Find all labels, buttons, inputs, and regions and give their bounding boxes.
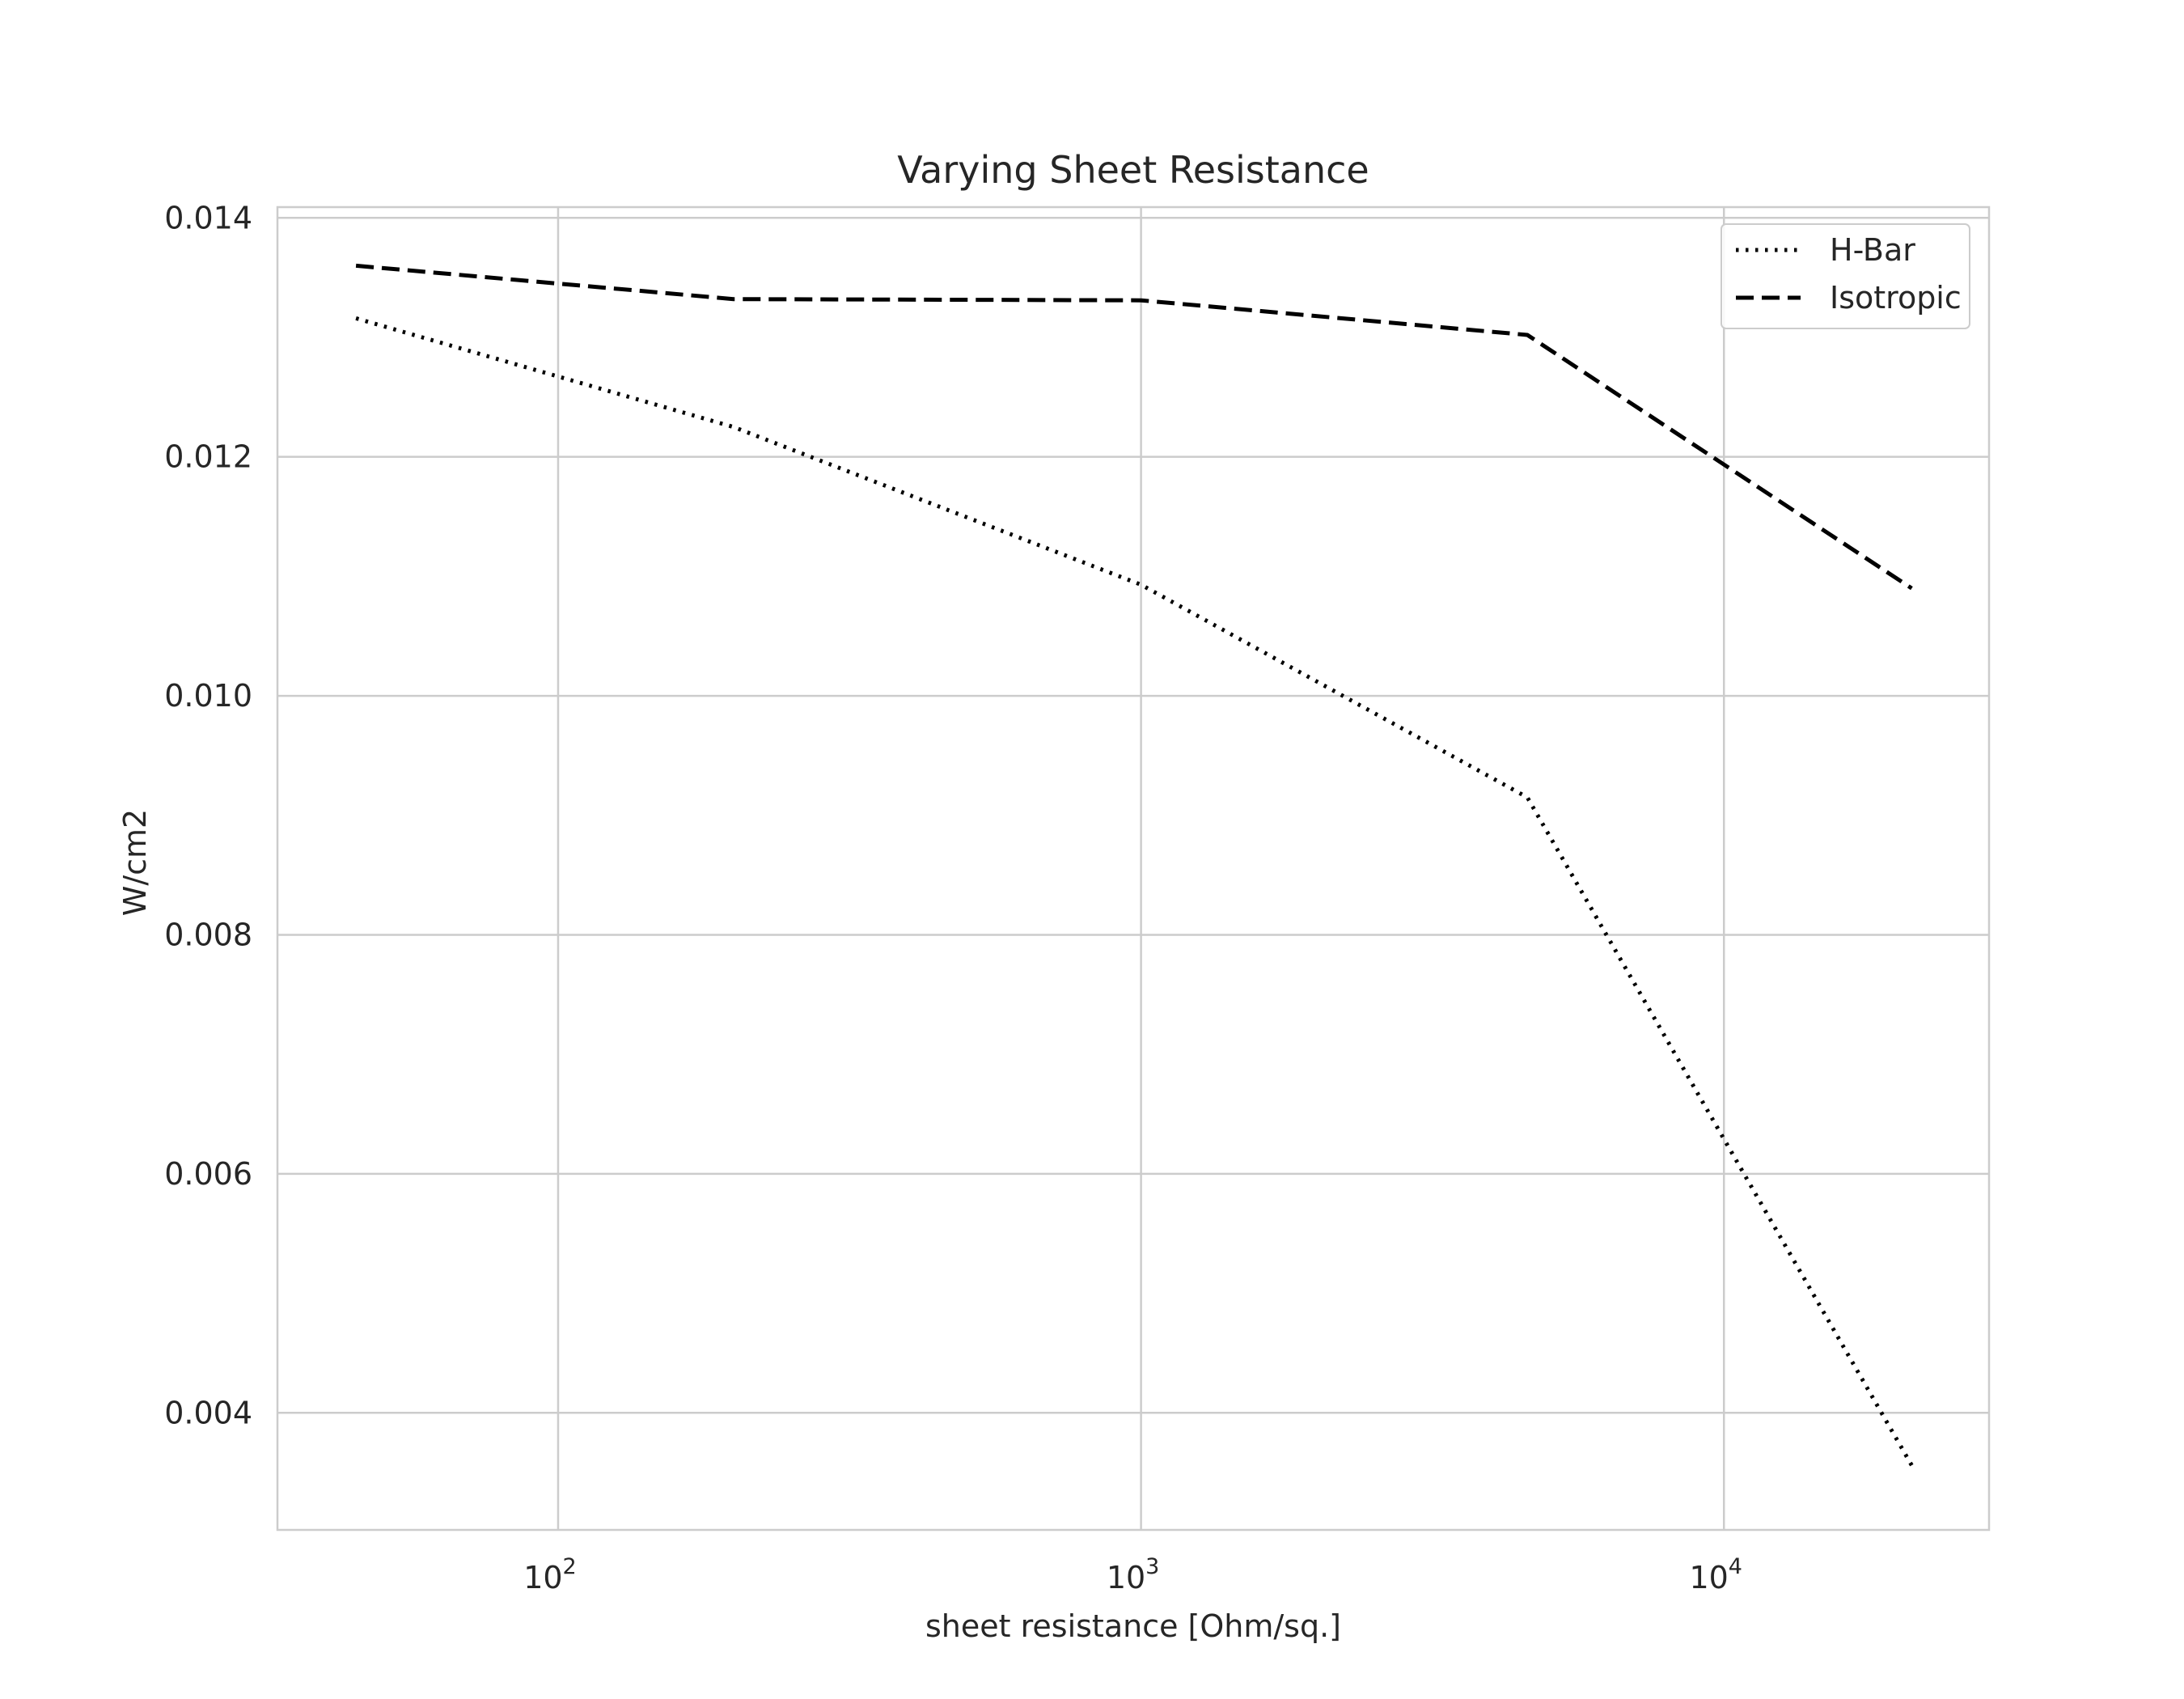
- x-tick-label: 102: [523, 1554, 577, 1595]
- y-tick-label: 0.004: [164, 1395, 252, 1430]
- series-layer: [355, 263, 1914, 1467]
- x-axis-label: sheet resistance [Ohm/sq.]: [925, 1608, 1341, 1644]
- y-axis-label: W/cm2: [117, 809, 153, 916]
- legend-box: [1721, 223, 1970, 329]
- y-tick-label: 0.006: [164, 1156, 252, 1192]
- series-line-isotropic: [355, 263, 1913, 591]
- legend-label-h-bar: H-Bar: [1830, 232, 1915, 268]
- legend: H-Bar Isotropic: [1721, 223, 1970, 329]
- y-tick-label: 0.008: [164, 917, 252, 952]
- grid-lines: [277, 207, 1989, 1530]
- y-tick-label: 0.010: [164, 678, 252, 714]
- y-tick-label: 0.014: [164, 200, 252, 235]
- y-tick-label: 0.012: [164, 439, 252, 475]
- chart-title: Varying Sheet Resistance: [897, 148, 1369, 192]
- legend-label-isotropic: Isotropic: [1830, 280, 1962, 316]
- x-tick-label: 103: [1107, 1554, 1160, 1595]
- tick-labels: 102 103 104 0.004 0.006 0.008 0.010 0.012 0.014: [164, 200, 1742, 1595]
- plot-frame: [276, 205, 1991, 1532]
- x-tick-label: 104: [1689, 1554, 1742, 1595]
